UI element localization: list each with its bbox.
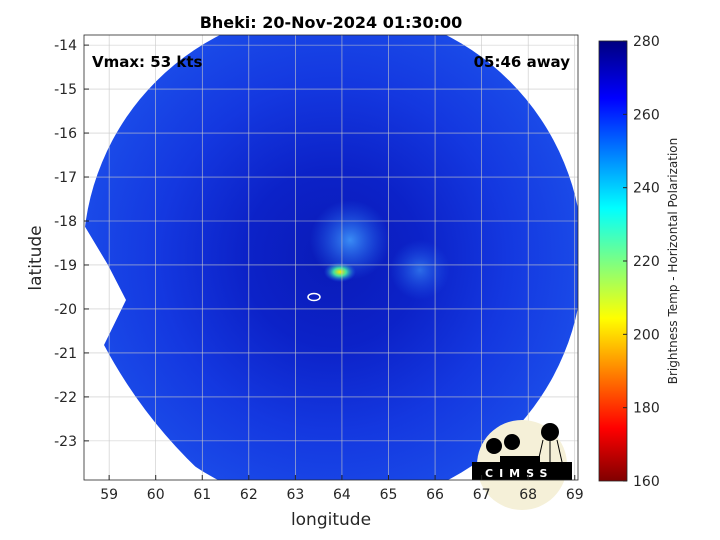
x-tick-label: 67 [473, 487, 491, 503]
x-tick-label: 61 [193, 487, 211, 503]
axes-box [83, 34, 579, 481]
colorbar-tick-label: 240 [633, 181, 660, 197]
x-tick-label: 60 [147, 487, 165, 503]
plot-title: Bheki: 20-Nov-2024 01:30:00 [199, 13, 463, 32]
y-tick-label: -21 [54, 346, 77, 362]
y-tick-label: -19 [54, 258, 77, 274]
y-tick-label: -17 [54, 170, 77, 186]
cimss-logo: CIMSS [472, 420, 572, 510]
colorbar-tick-label: 200 [633, 327, 660, 343]
y-tick-label: -15 [54, 82, 77, 98]
x-axis-label: longitude [290, 510, 372, 530]
x-tick-label: 68 [519, 487, 537, 503]
vmax-label: Vmax: 53 kts [92, 53, 203, 71]
y-tick-label: -20 [54, 302, 77, 318]
time-away-label: 05:46 away [473, 53, 570, 71]
colorbar-label: Brightness Temp - Horizontal Polarizatio… [666, 137, 680, 385]
x-tick-label: 69 [566, 487, 584, 503]
grid-lines [84, 35, 578, 480]
y-tick-label: -22 [54, 390, 77, 406]
colorbar [598, 40, 628, 482]
y-tick-label: -16 [54, 126, 77, 142]
y-tick-label: -18 [54, 214, 77, 230]
y-ticks: -14 -15 -16 -17 -18 -19 -20 -21 -22 -23 [54, 38, 89, 450]
colorbar-tick-label: 220 [633, 254, 660, 270]
y-axis-label: latitude [26, 225, 46, 291]
x-tick-label: 63 [286, 487, 304, 503]
cold-spot [324, 262, 356, 282]
x-tick-label: 64 [333, 487, 351, 503]
colorbar-tick-label: 180 [633, 401, 660, 417]
colorbar-ticks: 160 180 200 220 240 260 280 [623, 34, 660, 490]
storm-center-marker [307, 292, 321, 302]
y-tick-label: -14 [54, 38, 77, 54]
y-tick-label: -23 [54, 434, 77, 450]
x-tick-label: 66 [426, 487, 444, 503]
colorbar-tick-label: 280 [633, 34, 660, 50]
svg-text:CIMSS: CIMSS [485, 467, 553, 480]
x-tick-label: 65 [380, 487, 398, 503]
x-tick-label: 59 [100, 487, 118, 503]
x-tick-label: 62 [240, 487, 258, 503]
colorbar-tick-label: 260 [633, 107, 660, 123]
x-ticks: 59 60 61 62 63 64 65 66 67 68 69 [100, 475, 584, 503]
colorbar-tick-label: 160 [633, 474, 660, 490]
